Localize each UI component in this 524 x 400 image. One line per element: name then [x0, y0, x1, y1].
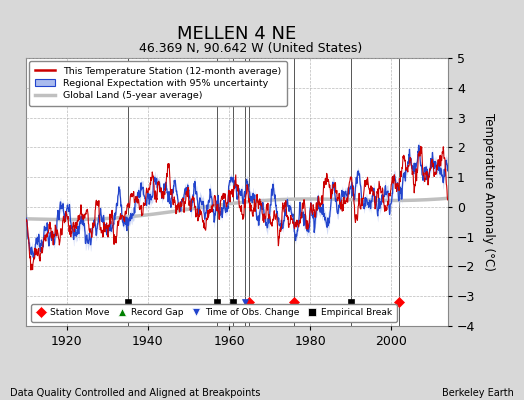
Legend: Station Move, Record Gap, Time of Obs. Change, Empirical Break: Station Move, Record Gap, Time of Obs. C…	[31, 304, 397, 322]
Y-axis label: Temperature Anomaly (°C): Temperature Anomaly (°C)	[482, 113, 495, 271]
Text: Data Quality Controlled and Aligned at Breakpoints: Data Quality Controlled and Aligned at B…	[10, 388, 261, 398]
Title: MELLEN 4 NE: MELLEN 4 NE	[178, 24, 297, 42]
Text: 46.369 N, 90.642 W (United States): 46.369 N, 90.642 W (United States)	[139, 42, 362, 55]
Text: Berkeley Earth: Berkeley Earth	[442, 388, 514, 398]
